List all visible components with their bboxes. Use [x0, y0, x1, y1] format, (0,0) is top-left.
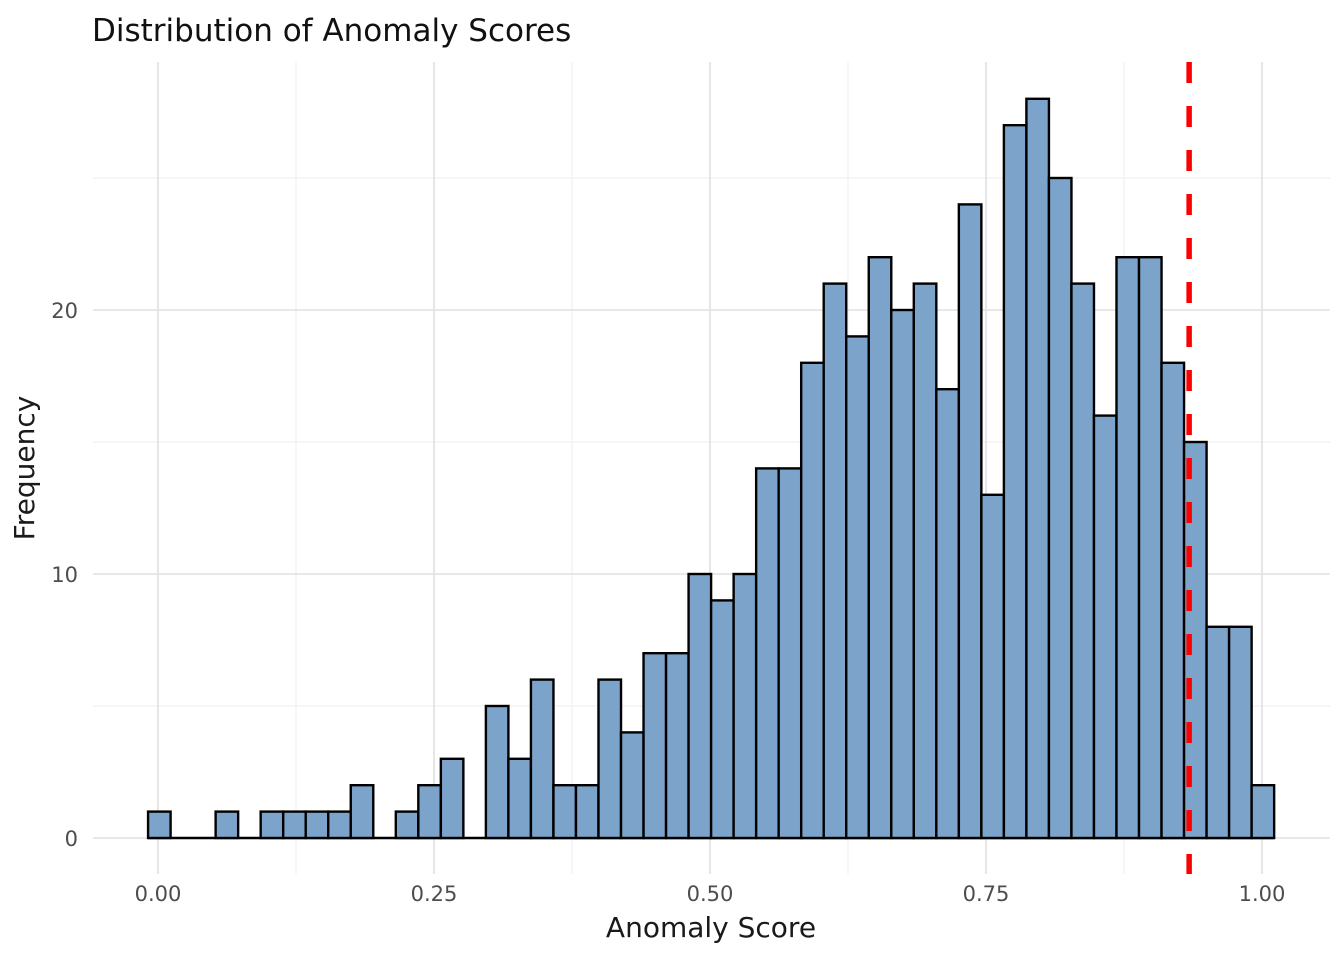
histogram-bar — [664, 652, 690, 840]
histogram-bar — [642, 652, 668, 840]
histogram-bar — [980, 493, 1006, 840]
histogram-bar — [1250, 784, 1276, 840]
histogram-bar — [1002, 123, 1028, 840]
histogram-bar — [349, 784, 375, 840]
histogram-bar — [507, 757, 533, 840]
histogram-bar — [890, 308, 915, 840]
histogram-bar — [845, 335, 870, 840]
histogram-bar — [1137, 256, 1163, 840]
histogram-bar — [777, 467, 803, 840]
histogram-bar — [1070, 282, 1096, 840]
histogram-bar — [484, 704, 510, 840]
y-tick-label: 10 — [51, 563, 78, 587]
histogram-bar — [1047, 176, 1073, 840]
x-tick-label: 0.00 — [135, 882, 182, 906]
histogram-bar — [867, 256, 893, 840]
histogram-bar — [439, 757, 465, 840]
histogram-bar — [1227, 625, 1253, 840]
histogram-bar — [417, 784, 443, 840]
histogram-bar — [957, 203, 983, 840]
histogram-bar — [935, 388, 961, 840]
histogram-bar — [1205, 625, 1231, 840]
histogram-bar — [799, 361, 825, 840]
histogram-bar — [1115, 256, 1141, 840]
histogram-bar — [822, 282, 848, 840]
histogram-bars — [146, 97, 1276, 840]
histogram-bar — [732, 572, 758, 840]
histogram-bar — [552, 784, 578, 840]
histogram-bar — [597, 678, 623, 840]
histogram-bar — [912, 282, 938, 840]
histogram-bar — [281, 810, 307, 840]
tick-labels: 0.00 0.25 0.50 0.75 1.00 0 10 20 — [51, 299, 1285, 906]
histogram-bar — [146, 810, 172, 840]
histogram-bar — [214, 810, 240, 840]
histogram-bar — [619, 731, 645, 840]
histogram-bar — [1025, 97, 1051, 840]
x-tick-label: 1.00 — [1239, 882, 1286, 906]
histogram-bar — [529, 678, 555, 840]
y-axis-label: Frequency — [8, 396, 41, 541]
histogram-bar — [754, 467, 780, 840]
histogram-bar — [259, 810, 285, 840]
x-tick-label: 0.50 — [687, 882, 734, 906]
x-tick-label: 0.75 — [963, 882, 1010, 906]
y-tick-label: 20 — [51, 299, 78, 323]
x-tick-label: 0.25 — [411, 882, 458, 906]
histogram-bar — [1160, 361, 1186, 840]
histogram-bar — [687, 572, 713, 840]
histogram-bar — [394, 810, 420, 840]
histogram-bar — [709, 599, 735, 840]
histogram-bar — [574, 784, 600, 840]
x-axis-label: Anomaly Score — [606, 911, 816, 944]
histogram-bar — [1092, 414, 1118, 840]
chart-title: Distribution of Anomaly Scores — [92, 13, 571, 49]
histogram-bar — [304, 810, 330, 840]
y-tick-label: 0 — [65, 827, 78, 851]
histogram-bar — [327, 810, 352, 840]
